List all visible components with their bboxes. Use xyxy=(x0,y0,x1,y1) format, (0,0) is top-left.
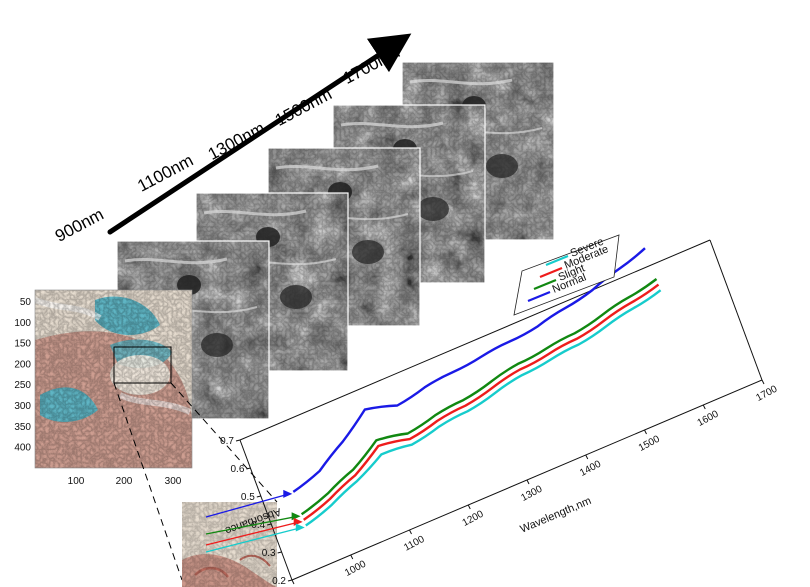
image-y-tick: 150 xyxy=(14,339,31,350)
image-x-tick: 100 xyxy=(68,476,85,487)
x-tick-label: 1500 xyxy=(637,434,662,454)
x-tick-mark xyxy=(467,504,471,510)
series-pointer-head-severe xyxy=(295,523,305,532)
y-tick-mark xyxy=(256,495,261,498)
image-y-tick: 300 xyxy=(14,401,31,412)
x-tick-mark xyxy=(409,529,412,535)
image-y-tick: 350 xyxy=(14,422,31,433)
x-tick-label: 1300 xyxy=(519,484,544,504)
y-tick-label: 0.4 xyxy=(251,520,265,531)
image-x-ticks: 100 200 300 xyxy=(68,476,182,487)
legend-swatch-slight xyxy=(533,278,557,291)
y-tick-label: 0.5 xyxy=(241,492,255,503)
wavelength-arrow xyxy=(107,33,412,235)
chart-series xyxy=(205,247,662,553)
image-x-tick: 300 xyxy=(165,476,182,487)
series-line-moderate xyxy=(303,283,660,521)
y-tick-mark xyxy=(267,523,272,526)
x-tick-label: 1600 xyxy=(696,409,721,429)
image-y-tick: 50 xyxy=(20,297,32,308)
image-x-tick: 200 xyxy=(116,476,133,487)
chart-x-ticks: 90010001100120013001400150016001700 xyxy=(287,379,780,587)
x-tick-mark xyxy=(526,479,530,485)
x-tick-mark xyxy=(585,454,589,460)
y-tick-label: 0.7 xyxy=(220,436,234,447)
y-tick-mark xyxy=(287,579,293,582)
rgb-photo-panel: 50 100 150 200 250 300 350 400 100 200 300 xyxy=(14,289,193,487)
right-frame-line xyxy=(709,239,763,381)
series-line-severe xyxy=(305,289,662,527)
image-y-ticks: 50 100 150 200 250 300 350 400 xyxy=(14,297,31,454)
x-tick-mark xyxy=(702,404,706,410)
y-tick-mark xyxy=(277,551,282,554)
wavelength-label: 1300nm xyxy=(205,118,268,164)
image-y-tick: 250 xyxy=(14,380,31,391)
wavelength-label: 1100nm xyxy=(134,151,196,196)
legend-swatch-moderate xyxy=(539,266,563,279)
legend-swatch-severe xyxy=(545,254,569,267)
y-tick-label: 0.2 xyxy=(272,576,286,587)
x-tick-mark xyxy=(761,379,765,385)
wavelength-label: 1700nm xyxy=(340,42,403,88)
x-tick-label: 1400 xyxy=(578,459,603,479)
series-line-normal xyxy=(292,247,646,493)
x-tick-mark xyxy=(291,579,295,585)
x-tick-mark xyxy=(644,429,647,435)
x-tick-label: 1100 xyxy=(402,534,427,554)
y-tick-label: 0.6 xyxy=(230,464,244,475)
x-tick-label: 1000 xyxy=(343,559,368,579)
wavelength-label: 1500nm xyxy=(272,84,335,130)
series-pointer-slight xyxy=(205,515,298,535)
y-axis-line xyxy=(239,439,293,581)
series-pointer-moderate xyxy=(205,521,300,546)
series-pointer-severe xyxy=(205,526,302,553)
series-line-slight xyxy=(300,278,658,516)
zoom-lines xyxy=(113,382,278,581)
chart-y-ticks: 0.2 0.3 0.4 0.5 0.6 0.7 xyxy=(220,436,293,587)
zoomed-inset xyxy=(182,502,277,587)
x-tick-mark xyxy=(350,554,354,560)
band-image-stack xyxy=(116,61,555,420)
y-tick-label: 0.3 xyxy=(262,548,276,559)
legend-swatch-normal xyxy=(527,290,551,303)
image-y-tick: 100 xyxy=(14,318,31,329)
wavelength-label: 900nm xyxy=(52,205,107,246)
series-pointer-head-normal xyxy=(283,489,293,498)
roi-box xyxy=(113,346,172,384)
top-frame-line xyxy=(239,239,711,441)
y-tick-mark xyxy=(246,467,251,470)
x-tick-label: 1200 xyxy=(461,509,486,529)
x-tick-label: 1700 xyxy=(754,384,779,404)
image-y-tick: 200 xyxy=(14,359,31,370)
image-y-tick: 400 xyxy=(14,443,31,454)
y-tick-mark xyxy=(235,439,241,442)
series-pointer-normal xyxy=(205,493,290,518)
